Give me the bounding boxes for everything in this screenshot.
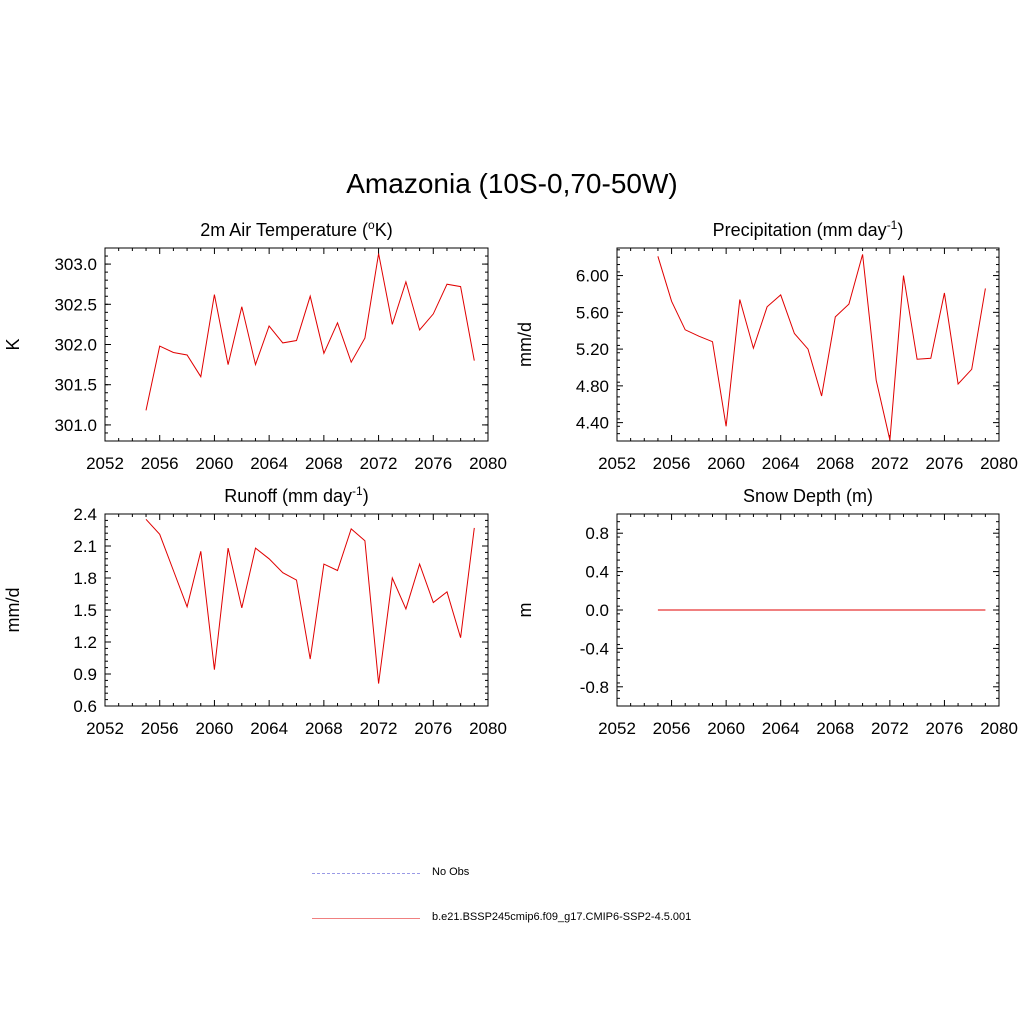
y-tick-label: 6.00: [576, 267, 609, 286]
legend-label-obs: No Obs: [432, 866, 470, 878]
x-tick-label: 2052: [598, 719, 636, 738]
y-tick-label: -0.8: [580, 678, 609, 697]
legend-swatch-obs: [312, 873, 420, 874]
y-tick-label: 2.4: [73, 505, 97, 524]
x-tick-label: 2060: [707, 719, 745, 738]
x-tick-label: 2072: [360, 454, 398, 473]
y-tick-label: -0.4: [580, 639, 609, 658]
panel-title: Snow Depth (m): [743, 486, 873, 506]
legend-label-model: b.e21.BSSP245cmip6.f09_g17.CMIP6-SSP2-4.…: [432, 911, 692, 923]
x-tick-label: 2080: [469, 719, 507, 738]
y-tick-label: 303.0: [54, 255, 97, 274]
y-tick-label: 0.0: [585, 601, 609, 620]
y-tick-label: 301.0: [54, 416, 97, 435]
legend-entry-model: b.e21.BSSP245cmip6.f09_g17.CMIP6-SSP2-4.…: [312, 911, 812, 927]
x-tick-label: 2056: [141, 719, 179, 738]
x-tick-label: 2064: [762, 719, 800, 738]
x-tick-label: 2072: [871, 454, 909, 473]
x-tick-label: 2052: [86, 719, 124, 738]
x-tick-label: 2056: [653, 719, 691, 738]
y-tick-label: 1.5: [73, 601, 97, 620]
panel-title: Runoff (mm day-1): [224, 484, 368, 506]
y-axis-label: m: [515, 603, 535, 618]
x-tick-label: 2072: [360, 719, 398, 738]
y-tick-label: 302.0: [54, 336, 97, 355]
x-tick-label: 2064: [250, 719, 288, 738]
x-tick-label: 2060: [707, 454, 745, 473]
x-tick-label: 2060: [196, 454, 234, 473]
legend-swatch-model: [312, 918, 420, 919]
x-tick-label: 2060: [196, 719, 234, 738]
y-tick-label: 4.80: [576, 377, 609, 396]
y-tick-label: 5.60: [576, 303, 609, 322]
x-tick-label: 2064: [762, 454, 800, 473]
x-tick-label: 2056: [653, 454, 691, 473]
y-tick-label: 2.1: [73, 537, 97, 556]
y-axis-label: K: [3, 338, 23, 350]
x-tick-label: 2076: [926, 454, 964, 473]
y-tick-label: 4.40: [576, 414, 609, 433]
x-tick-label: 2080: [469, 454, 507, 473]
x-tick-label: 2056: [141, 454, 179, 473]
panel-title: Precipitation (mm day-1): [713, 218, 904, 240]
plot-frame: [616, 247, 1000, 442]
x-tick-label: 2080: [980, 719, 1018, 738]
x-tick-label: 2052: [598, 454, 636, 473]
y-tick-label: 302.5: [54, 295, 97, 314]
series-line: [145, 253, 475, 411]
y-tick-label: 0.6: [73, 697, 97, 716]
x-tick-label: 2072: [871, 719, 909, 738]
y-tick-label: 5.20: [576, 340, 609, 359]
x-tick-label: 2068: [305, 719, 343, 738]
y-tick-label: 1.8: [73, 569, 97, 588]
panel-title: 2m Air Temperature (oK): [200, 218, 392, 240]
x-tick-label: 2052: [86, 454, 124, 473]
y-tick-label: 1.2: [73, 633, 97, 652]
x-tick-label: 2068: [305, 454, 343, 473]
x-tick-label: 2068: [816, 719, 854, 738]
x-tick-label: 2064: [250, 454, 288, 473]
legend-entry-obs: No Obs: [312, 866, 712, 882]
y-tick-label: 0.4: [585, 563, 609, 582]
figure-title: Amazonia (10S-0,70-50W): [346, 168, 678, 199]
series-line: [145, 518, 475, 684]
x-tick-label: 2076: [414, 719, 452, 738]
y-axis-label: mm/d: [3, 588, 23, 633]
series-line: [657, 254, 986, 441]
plot-frame: [104, 247, 489, 442]
y-tick-label: 0.9: [73, 665, 97, 684]
x-tick-label: 2080: [980, 454, 1018, 473]
x-tick-label: 2076: [926, 719, 964, 738]
y-tick-label: 0.8: [585, 524, 609, 543]
y-axis-label: mm/d: [515, 322, 535, 367]
y-tick-label: 301.5: [54, 376, 97, 395]
x-tick-label: 2068: [816, 454, 854, 473]
x-tick-label: 2076: [414, 454, 452, 473]
